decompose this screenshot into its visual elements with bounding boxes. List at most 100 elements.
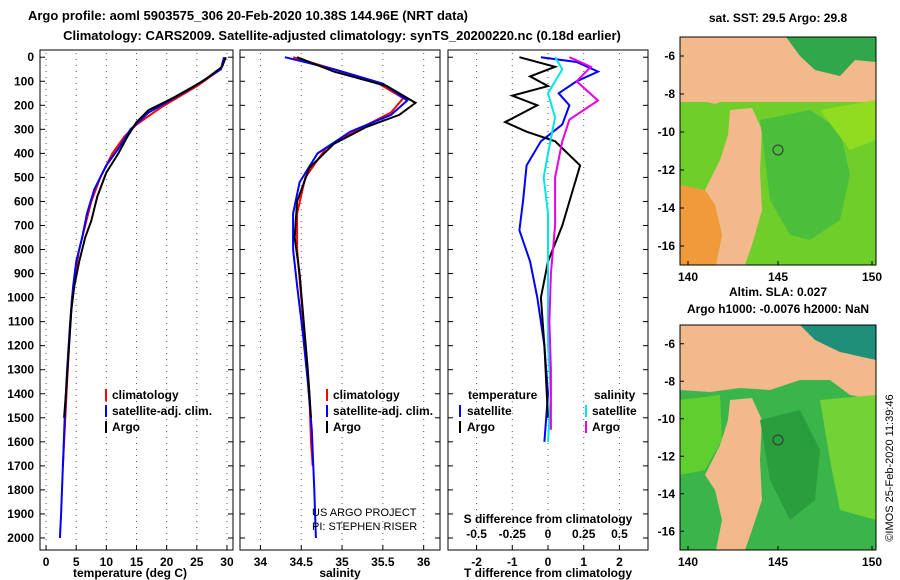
series-line-argo [63,56,227,418]
legend3-temperature: temperature [468,388,538,402]
depth-axis: 0 100 200 300 400 500 600 700 800 900 1000 1100 1200… [7,50,34,545]
x2-tick-label: -0.5 [466,527,487,541]
sst-map [679,36,877,266]
depth-tick-label: 300 [14,122,34,136]
difference-xlabel: T difference from climatology [464,566,632,580]
x-tick-label: 0 [545,555,552,569]
depth-tick-label: 2000 [7,531,34,545]
x-tick-label: 34 [254,555,268,569]
argo-position-marker [772,144,784,156]
argo-position-marker-2 [772,434,784,446]
depth-tick-label: 1600 [7,435,34,449]
x-tick-label: 15 [130,555,144,569]
salinity-panel [239,49,441,551]
series-line-salinity-argo [548,56,600,430]
credit-line2: PI: STEPHEN RISER [312,521,417,533]
land-australia [705,108,762,265]
map-lon-label: 140 [678,555,698,569]
x-tick-label: 20 [160,555,174,569]
map-lat-label: -8 [664,87,675,101]
legend3-t-satellite: satellite [467,404,512,418]
map-lat-label: -16 [658,524,676,538]
salinity-plot: 34 34.5 35 35.5 36 [240,53,440,569]
map-lat-label: -6 [664,49,675,63]
series-line-temperature-argo [502,56,582,418]
x-tick-label: 2 [616,555,623,569]
map-lat-label: -10 [658,125,676,139]
map-lon-label: 150 [862,555,882,569]
depth-tick-label: 1400 [7,387,34,401]
depth-tick-label: 1200 [7,339,34,353]
series-line-salinity-satellite [542,56,564,442]
x-tick-label: 35 [335,555,349,569]
title-line2: Climatology: CARS2009. Satellite-adjuste… [63,28,621,43]
sla-title1: Altim. SLA: 0.027 [729,285,827,299]
s-difference-label: S difference from climatology [464,512,633,526]
depth-tick-label: 900 [14,267,34,281]
x2-tick-label: 0.25 [572,527,596,541]
credit-line1: US ARGO PROJECT [312,507,417,519]
depth-tick-label: 0 [27,50,34,64]
depth-tick-label: 1300 [7,363,34,377]
legend-argo: Argo [112,420,140,434]
map-lat-label: -16 [658,239,676,253]
x2-tick-label: -0.25 [499,527,527,541]
series-line-temperature-satellite [518,56,601,442]
depth-tick-label: 1700 [7,459,34,473]
sla-map [679,324,877,551]
temperature-xlabel: temperature (deg C) [73,566,187,580]
map-lat-label: -12 [658,449,676,463]
x-tick-label: 10 [100,555,114,569]
legend2-argo: Argo [333,420,361,434]
x2-tick-label: 0 [545,527,552,541]
x-tick-label: 35.5 [371,555,395,569]
sst-map-axes: -6 -8 -10 -12 -14 -16 140 145 150 [658,49,883,284]
map-lon-label: 150 [862,270,882,284]
depth-tick-label: 1000 [7,291,34,305]
map-lon-label: 140 [678,270,698,284]
difference-plot: -2 -1 0 1 2 -0.5 -0.25 0 0.25 0.5 [448,53,648,569]
map-lon-label: 145 [768,270,788,284]
depth-tick-label: 1500 [7,411,34,425]
series-line-satellite-adj-clim- [58,56,225,539]
x-tick-label: 25 [190,555,204,569]
legend2-satellite: satellite-adj. clim. [333,404,433,418]
x-tick-label: 34.5 [290,555,314,569]
temperature-plot: 0 5 10 15 20 25 30 [40,53,234,569]
x-tick-label: 30 [220,555,234,569]
depth-tick-label: 100 [14,74,34,88]
map-lon-label: 145 [768,555,788,569]
watermark: ©IMOS 25-Feb-2020 11:39:46 [884,394,896,541]
legend3-s-satellite: satellite [592,404,637,418]
legend-climatology: climatology [112,388,179,402]
legend-satellite: satellite-adj. clim. [112,404,212,418]
legend3-salinity: salinity [594,388,636,402]
depth-tick-label: 500 [14,170,34,184]
depth-tick-label: 200 [14,98,34,112]
map-lat-label: -8 [664,374,675,388]
legend3-t-argo: Argo [467,420,495,434]
depth-tick-label: 1900 [7,507,34,521]
sla-title2: Argo h1000: -0.0076 h2000: NaN [687,302,869,316]
depth-tick-label: 600 [14,194,34,208]
depth-tick-label: 1100 [8,315,34,329]
legend-temperature: climatology satellite-adj. clim. Argo [105,388,212,434]
sst-title: sat. SST: 29.5 Argo: 29.8 [709,11,848,25]
map-lat-label: -10 [658,412,676,426]
depth-tick-label: 400 [14,146,34,160]
x-tick-label: 36 [417,555,431,569]
series-line-satellite-adj-clim- [284,56,409,539]
x-tick-label: 1 [580,555,587,569]
series-line-argo [293,56,418,418]
x-tick-label: -1 [507,555,518,569]
sla-map-axes: -6 -8 -10 -12 -14 -16 140 145 150 [658,337,883,569]
map-lat-label: -6 [664,337,675,351]
depth-tick-label: 800 [14,243,34,257]
depth-tick-label: 700 [14,218,34,232]
x-tick-label: 5 [73,555,80,569]
legend-difference: temperature salinity satellite Argo sate… [459,388,637,434]
x-tick-label: 0 [43,555,50,569]
legend-salinity: climatology satellite-adj. clim. Argo [326,388,433,434]
legend2-climatology: climatology [333,388,400,402]
